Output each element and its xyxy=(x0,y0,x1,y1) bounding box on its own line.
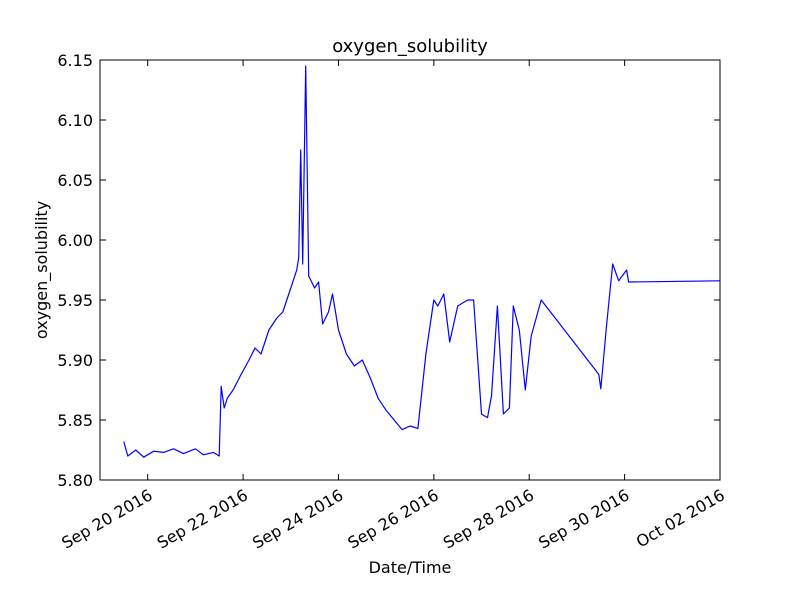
x-tick-label: Sep 26 2016 xyxy=(345,485,442,552)
y-tick-label: 6.05 xyxy=(57,171,93,190)
chart-title: oxygen_solubility xyxy=(332,36,488,57)
x-tick-label: Sep 20 2016 xyxy=(58,485,155,552)
x-axis-label: Date/Time xyxy=(369,558,452,577)
y-axis: 5.80 5.85 5.90 5.95 6.00 6.05 6.10 6.15 xyxy=(57,51,720,490)
plot-frame xyxy=(99,59,721,481)
x-tick-label: Sep 22 2016 xyxy=(154,485,251,552)
y-tick-label: 5.95 xyxy=(57,291,93,310)
x-tick-label: Sep 30 2016 xyxy=(535,485,632,552)
y-tick-label: 5.90 xyxy=(57,351,93,370)
y-tick-label: 6.15 xyxy=(57,51,93,70)
y-tick-label: 5.85 xyxy=(57,411,93,430)
y-tick-label: 5.80 xyxy=(57,471,93,490)
y-tick-label: 6.10 xyxy=(57,111,93,130)
x-tick-label: Sep 24 2016 xyxy=(249,485,346,552)
oxygen-solubility-line xyxy=(123,65,721,458)
y-axis-label: oxygen_solubility xyxy=(32,201,52,339)
y-tick-label: 6.00 xyxy=(57,231,93,250)
x-tick-label: Oct 02 2016 xyxy=(633,485,728,551)
x-tick-label: Sep 28 2016 xyxy=(440,485,537,552)
plot-area xyxy=(100,60,720,480)
